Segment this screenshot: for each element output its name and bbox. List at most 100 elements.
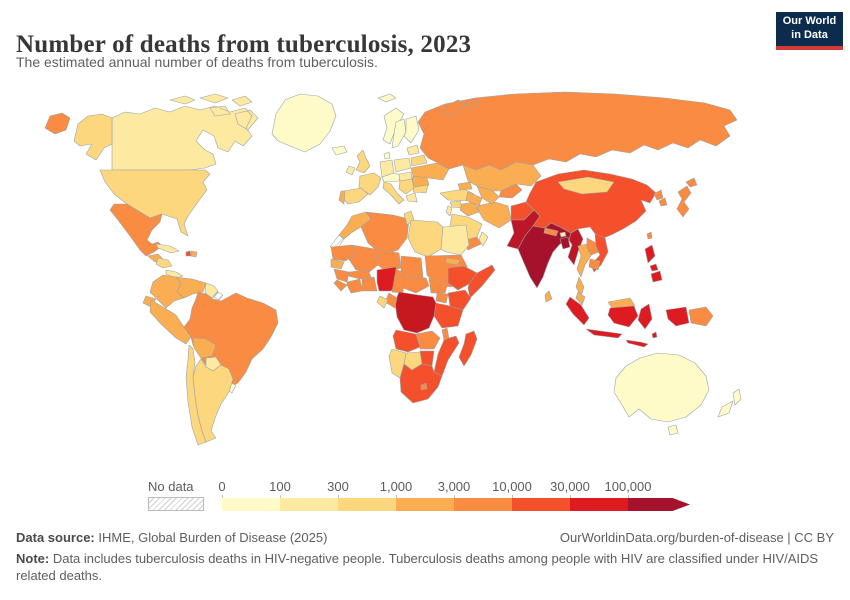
country-somalia[interactable]: [467, 264, 496, 299]
owid-url-link[interactable]: OurWorldinData.org/burden-of-disease | C…: [559, 530, 834, 545]
country-greenland[interactable]: [271, 93, 337, 153]
country-sierra-leone-liberia[interactable]: [333, 279, 348, 292]
country-iran[interactable]: [476, 201, 512, 229]
legend-no-data[interactable]: No data: [148, 479, 204, 511]
country-bulgaria[interactable]: [412, 184, 429, 194]
country-spain[interactable]: [341, 187, 369, 205]
country-central-african-republic[interactable]: [402, 275, 430, 294]
world-choropleth-map: [44, 91, 742, 446]
country-norway[interactable]: [377, 93, 405, 145]
data-source-label: Data source:: [16, 530, 95, 545]
note-text: Data includes tuberculosis deaths in HIV…: [16, 551, 819, 583]
country-lesotho[interactable]: [420, 382, 428, 391]
country-dominican-republic[interactable]: [190, 250, 198, 258]
country-democratic-republic-of-congo[interactable]: [394, 291, 437, 334]
country-caucasus[interactable]: [457, 181, 473, 191]
country-guyana-suriname[interactable]: [204, 282, 219, 299]
country-north-korea[interactable]: [653, 189, 664, 201]
country-ghana-togo-benin[interactable]: [361, 276, 378, 292]
country-belarus[interactable]: [410, 154, 428, 167]
country-south-africa[interactable]: [399, 363, 443, 404]
country-madagascar[interactable]: [458, 330, 478, 367]
country-mongolia[interactable]: [557, 176, 615, 195]
country-poland[interactable]: [393, 157, 412, 173]
country-philippines[interactable]: [644, 244, 663, 283]
country-japan[interactable]: [676, 177, 698, 218]
country-chile[interactable]: [185, 344, 207, 446]
country-ireland[interactable]: [345, 165, 356, 176]
country-laos[interactable]: [586, 237, 600, 256]
country-mexico[interactable]: [109, 203, 163, 257]
country-bolivia[interactable]: [192, 337, 217, 359]
country-costa-rica-panama[interactable]: [165, 269, 184, 279]
country-italy[interactable]: [382, 181, 405, 205]
country-balkans[interactable]: [398, 178, 415, 195]
country-greece[interactable]: [405, 192, 418, 203]
country-kazakhstan[interactable]: [462, 161, 542, 192]
country-nepal[interactable]: [543, 227, 559, 237]
legend-bin-30000-100000[interactable]: [570, 498, 628, 511]
country-libya[interactable]: [407, 219, 444, 258]
legend-tick-100000: 100,000: [604, 479, 652, 494]
country-myanmar[interactable]: [567, 228, 584, 266]
country-canada[interactable]: [111, 93, 259, 171]
country-indonesia[interactable]: [565, 296, 690, 348]
legend-bin-1000-3000[interactable]: [396, 498, 454, 511]
chart-subtitle: The estimated annual number of deaths fr…: [16, 54, 378, 70]
legend-bin-3000-10000[interactable]: [454, 498, 512, 511]
country-gabon[interactable]: [376, 295, 389, 309]
country-mozambique[interactable]: [433, 335, 460, 377]
country-burkina-faso[interactable]: [347, 269, 372, 280]
legend-bin-300-1000[interactable]: [338, 498, 396, 511]
country-kyrgyzstan-tajikistan[interactable]: [498, 183, 523, 199]
country-taiwan[interactable]: [646, 231, 653, 240]
country-honduras-nicaragua[interactable]: [155, 257, 173, 269]
country-french-guiana[interactable]: [213, 291, 224, 301]
country-ukraine[interactable]: [410, 162, 450, 181]
country-angola[interactable]: [392, 329, 421, 353]
country-new-zealand[interactable]: [717, 388, 742, 418]
country-kenya[interactable]: [447, 289, 472, 311]
country-finland[interactable]: [403, 115, 420, 144]
country-south-sudan[interactable]: [428, 277, 449, 294]
country-turkmenistan[interactable]: [465, 191, 483, 207]
country-oman[interactable]: [478, 231, 489, 247]
country-iceland[interactable]: [331, 145, 348, 156]
country-bangladesh[interactable]: [559, 236, 571, 250]
country-australia[interactable]: [613, 352, 710, 436]
country-eritrea[interactable]: [445, 257, 461, 266]
country-france[interactable]: [358, 172, 382, 196]
country-cambodia[interactable]: [588, 258, 601, 271]
country-uganda[interactable]: [435, 292, 449, 304]
country-cote-divoire[interactable]: [346, 278, 363, 294]
country-sri-lanka[interactable]: [544, 290, 553, 303]
legend-bin-100000-plus[interactable]: [628, 498, 690, 511]
country-senegal[interactable]: [330, 258, 345, 270]
legend-bin-0-100[interactable]: [222, 498, 280, 511]
owid-logo[interactable]: Our World in Data: [776, 12, 843, 50]
map-legend: No data 0 100 300 1,000 3,000 10,000 30,…: [148, 479, 692, 515]
country-malaysia[interactable]: [575, 291, 636, 309]
country-united-kingdom[interactable]: [355, 149, 371, 174]
legend-bin-10000-30000[interactable]: [512, 498, 570, 511]
legend-tick-10000: 10,000: [492, 479, 532, 494]
country-russia[interactable]: [44, 91, 738, 171]
legend-bin-100-300[interactable]: [280, 498, 338, 511]
country-syria[interactable]: [449, 200, 463, 209]
country-papua-new-guinea[interactable]: [688, 306, 714, 327]
country-sweden[interactable]: [391, 118, 407, 149]
country-zambia[interactable]: [415, 330, 441, 350]
country-united-states[interactable]: [73, 113, 211, 237]
country-portugal[interactable]: [338, 190, 346, 205]
country-peru[interactable]: [149, 299, 192, 345]
country-guinea[interactable]: [333, 268, 350, 283]
country-cuba[interactable]: [155, 243, 180, 254]
legend-tick-300: 300: [327, 479, 349, 494]
country-israel-jordan[interactable]: [445, 205, 453, 217]
country-south-korea[interactable]: [658, 197, 668, 207]
country-denmark[interactable]: [383, 151, 391, 160]
country-bhutan[interactable]: [559, 231, 567, 238]
country-egypt[interactable]: [440, 224, 470, 256]
country-baltics[interactable]: [406, 144, 420, 156]
country-haiti[interactable]: [185, 250, 192, 257]
